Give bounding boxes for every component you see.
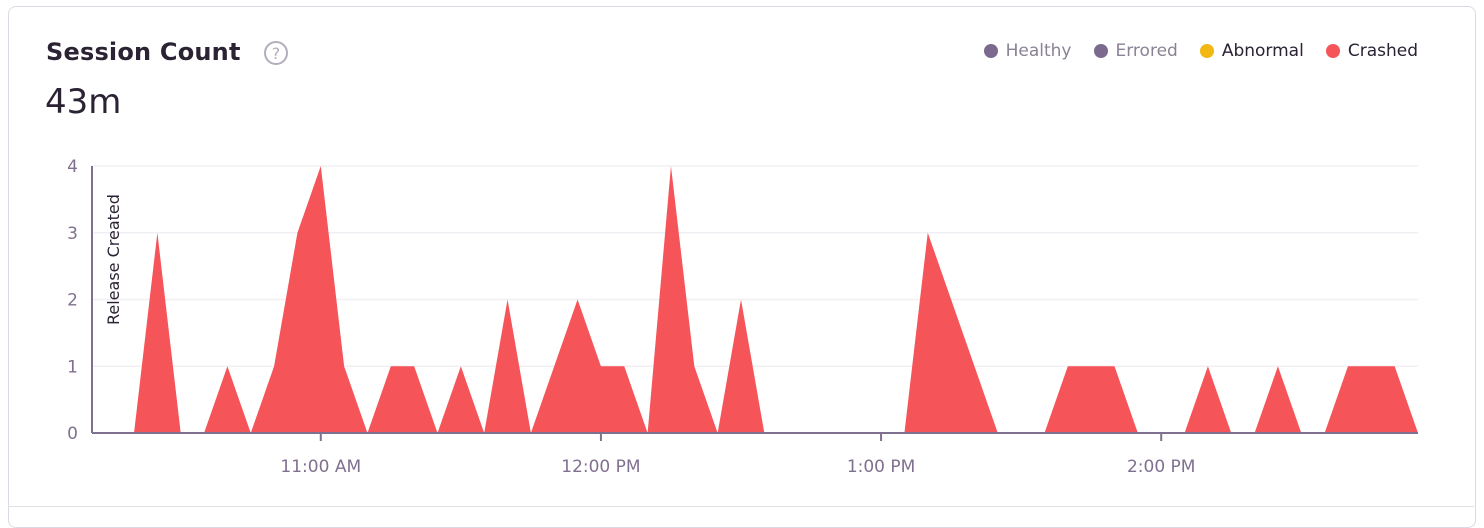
release-created-label: Release Created — [104, 194, 123, 325]
session-count-chart: 0 1 2 3 4 Release Created 11:00 AM 12:00 PM 1:00… — [0, 0, 1484, 513]
y-tick-label: 0 — [67, 424, 78, 444]
x-tick-label: 11:00 AM — [280, 457, 361, 477]
x-tick-label: 12:00 PM — [561, 457, 640, 477]
y-tick-label: 3 — [67, 224, 78, 244]
y-tick-label: 1 — [67, 357, 78, 377]
x-tick-label: 1:00 PM — [847, 457, 916, 477]
y-tick-label: 4 — [67, 157, 78, 177]
y-tick-label: 2 — [67, 291, 78, 311]
x-tick-label: 2:00 PM — [1127, 457, 1196, 477]
